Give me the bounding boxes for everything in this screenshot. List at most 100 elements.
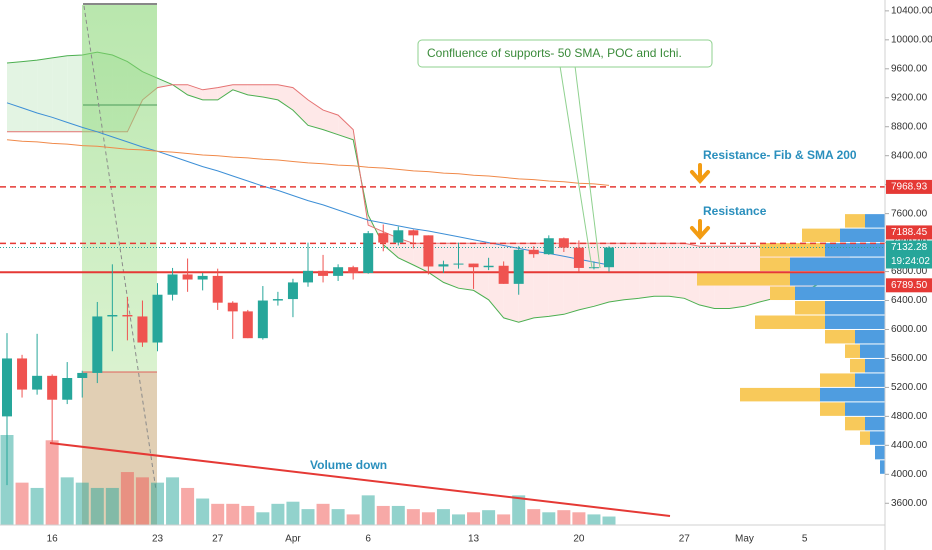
- cloud-segment: [639, 243, 655, 299]
- candle-body: [257, 300, 268, 339]
- volume-bar: [135, 477, 149, 525]
- candle-body: [438, 264, 449, 267]
- volume-bar: [572, 512, 586, 525]
- candle-body: [333, 267, 344, 276]
- profile-down: [850, 358, 865, 373]
- x-tick-label: 6: [365, 534, 371, 545]
- volume-bar: [271, 503, 285, 525]
- profile-down: [820, 373, 855, 387]
- price-tag-label: 7188.45: [891, 227, 928, 238]
- volume-bar: [361, 495, 375, 525]
- volume-bar: [90, 487, 104, 525]
- profile-down: [845, 416, 865, 431]
- cloud-segment: [7, 61, 23, 132]
- x-tick-label: 13: [468, 534, 480, 545]
- volume-bar: [256, 512, 270, 525]
- volume-bar: [181, 487, 195, 525]
- candle-body: [604, 247, 614, 268]
- price-tag: [886, 225, 932, 240]
- cloud-segment: [37, 57, 53, 132]
- cloud-segment: [22, 60, 38, 132]
- cloud-segment: [52, 55, 68, 132]
- volume-bar: [557, 510, 571, 525]
- volume-bar: [75, 482, 89, 525]
- price-tag: [886, 278, 932, 293]
- volume-bar: [587, 514, 601, 525]
- cloud-segment: [338, 115, 354, 140]
- profile-down: [770, 286, 795, 301]
- cloud-segment: [202, 87, 218, 100]
- volume-bar: [151, 482, 164, 525]
- arrow: [690, 219, 710, 241]
- profile-up: [795, 286, 885, 301]
- arrow: [690, 163, 710, 185]
- profile-down: [760, 257, 790, 272]
- profile-up: [860, 344, 885, 358]
- y-tick-label: 9600.00: [891, 63, 928, 74]
- volume-bar: [226, 503, 240, 525]
- profile-down: [820, 402, 845, 416]
- x-tick-label: Apr: [285, 534, 301, 545]
- moving-average: [6, 102, 610, 266]
- y-tick-label: 10000.00: [891, 34, 932, 45]
- x-tick-label: 16: [47, 534, 59, 545]
- candle-body: [318, 270, 329, 276]
- candle-body: [32, 375, 43, 390]
- cloud-segment: [277, 84, 293, 111]
- candle-body: [363, 233, 374, 273]
- callout-pointer: [574, 65, 601, 269]
- candle-body: [543, 238, 554, 255]
- profile-down: [760, 243, 825, 257]
- profile-down: [755, 315, 825, 329]
- profile-up: [820, 387, 885, 402]
- y-tick-label: 9200.00: [891, 92, 928, 103]
- cloud-segment: [232, 84, 248, 95]
- candle-body: [287, 282, 298, 300]
- volume-bar: [467, 512, 481, 525]
- y-tick-label: 4800.00: [891, 411, 928, 422]
- volume-bar: [527, 509, 541, 525]
- price-tag-label: 7968.93: [891, 182, 928, 193]
- volume-bar: [331, 509, 345, 525]
- volume-bar: [60, 477, 74, 525]
- candle-body: [378, 233, 389, 243]
- candle-body: [272, 299, 283, 301]
- volume-bar: [452, 514, 465, 525]
- volume-bar: [211, 503, 225, 525]
- candle-body: [152, 294, 163, 343]
- candle-body: [423, 235, 434, 267]
- x-tick-label: 20: [573, 534, 585, 545]
- price-tag-label: 6789.50: [891, 280, 928, 291]
- candle-body: [182, 274, 193, 280]
- candle-body: [92, 316, 103, 373]
- profile-down: [860, 431, 870, 445]
- profile-down: [802, 228, 840, 243]
- moving-average: [6, 139, 610, 186]
- candle-body: [558, 238, 569, 248]
- volume-bar: [30, 487, 44, 525]
- candle-body: [77, 372, 88, 378]
- cloud-segment: [247, 84, 263, 98]
- profile-down: [825, 329, 855, 344]
- cloud-segment: [533, 243, 549, 318]
- candle-body: [483, 265, 494, 268]
- data-layer: [0, 102, 885, 525]
- y-tick-label: 6800.00: [891, 266, 928, 277]
- profile-up: [865, 214, 885, 228]
- profile-up: [790, 272, 885, 286]
- candle-body: [107, 315, 118, 317]
- cloud-segment: [654, 243, 670, 297]
- y-tick-label: 6000.00: [891, 324, 928, 335]
- candle-body: [513, 249, 524, 284]
- profile-up: [825, 301, 885, 315]
- callout-pointer: [559, 65, 593, 269]
- candle-body: [227, 302, 238, 312]
- volume-bar: [602, 516, 616, 525]
- volume-bar: [346, 514, 360, 525]
- cloud-segment: [67, 55, 83, 132]
- profile-up: [880, 460, 885, 474]
- profile-up: [875, 445, 885, 460]
- volume-bar: [482, 510, 496, 525]
- candle-body: [2, 358, 12, 417]
